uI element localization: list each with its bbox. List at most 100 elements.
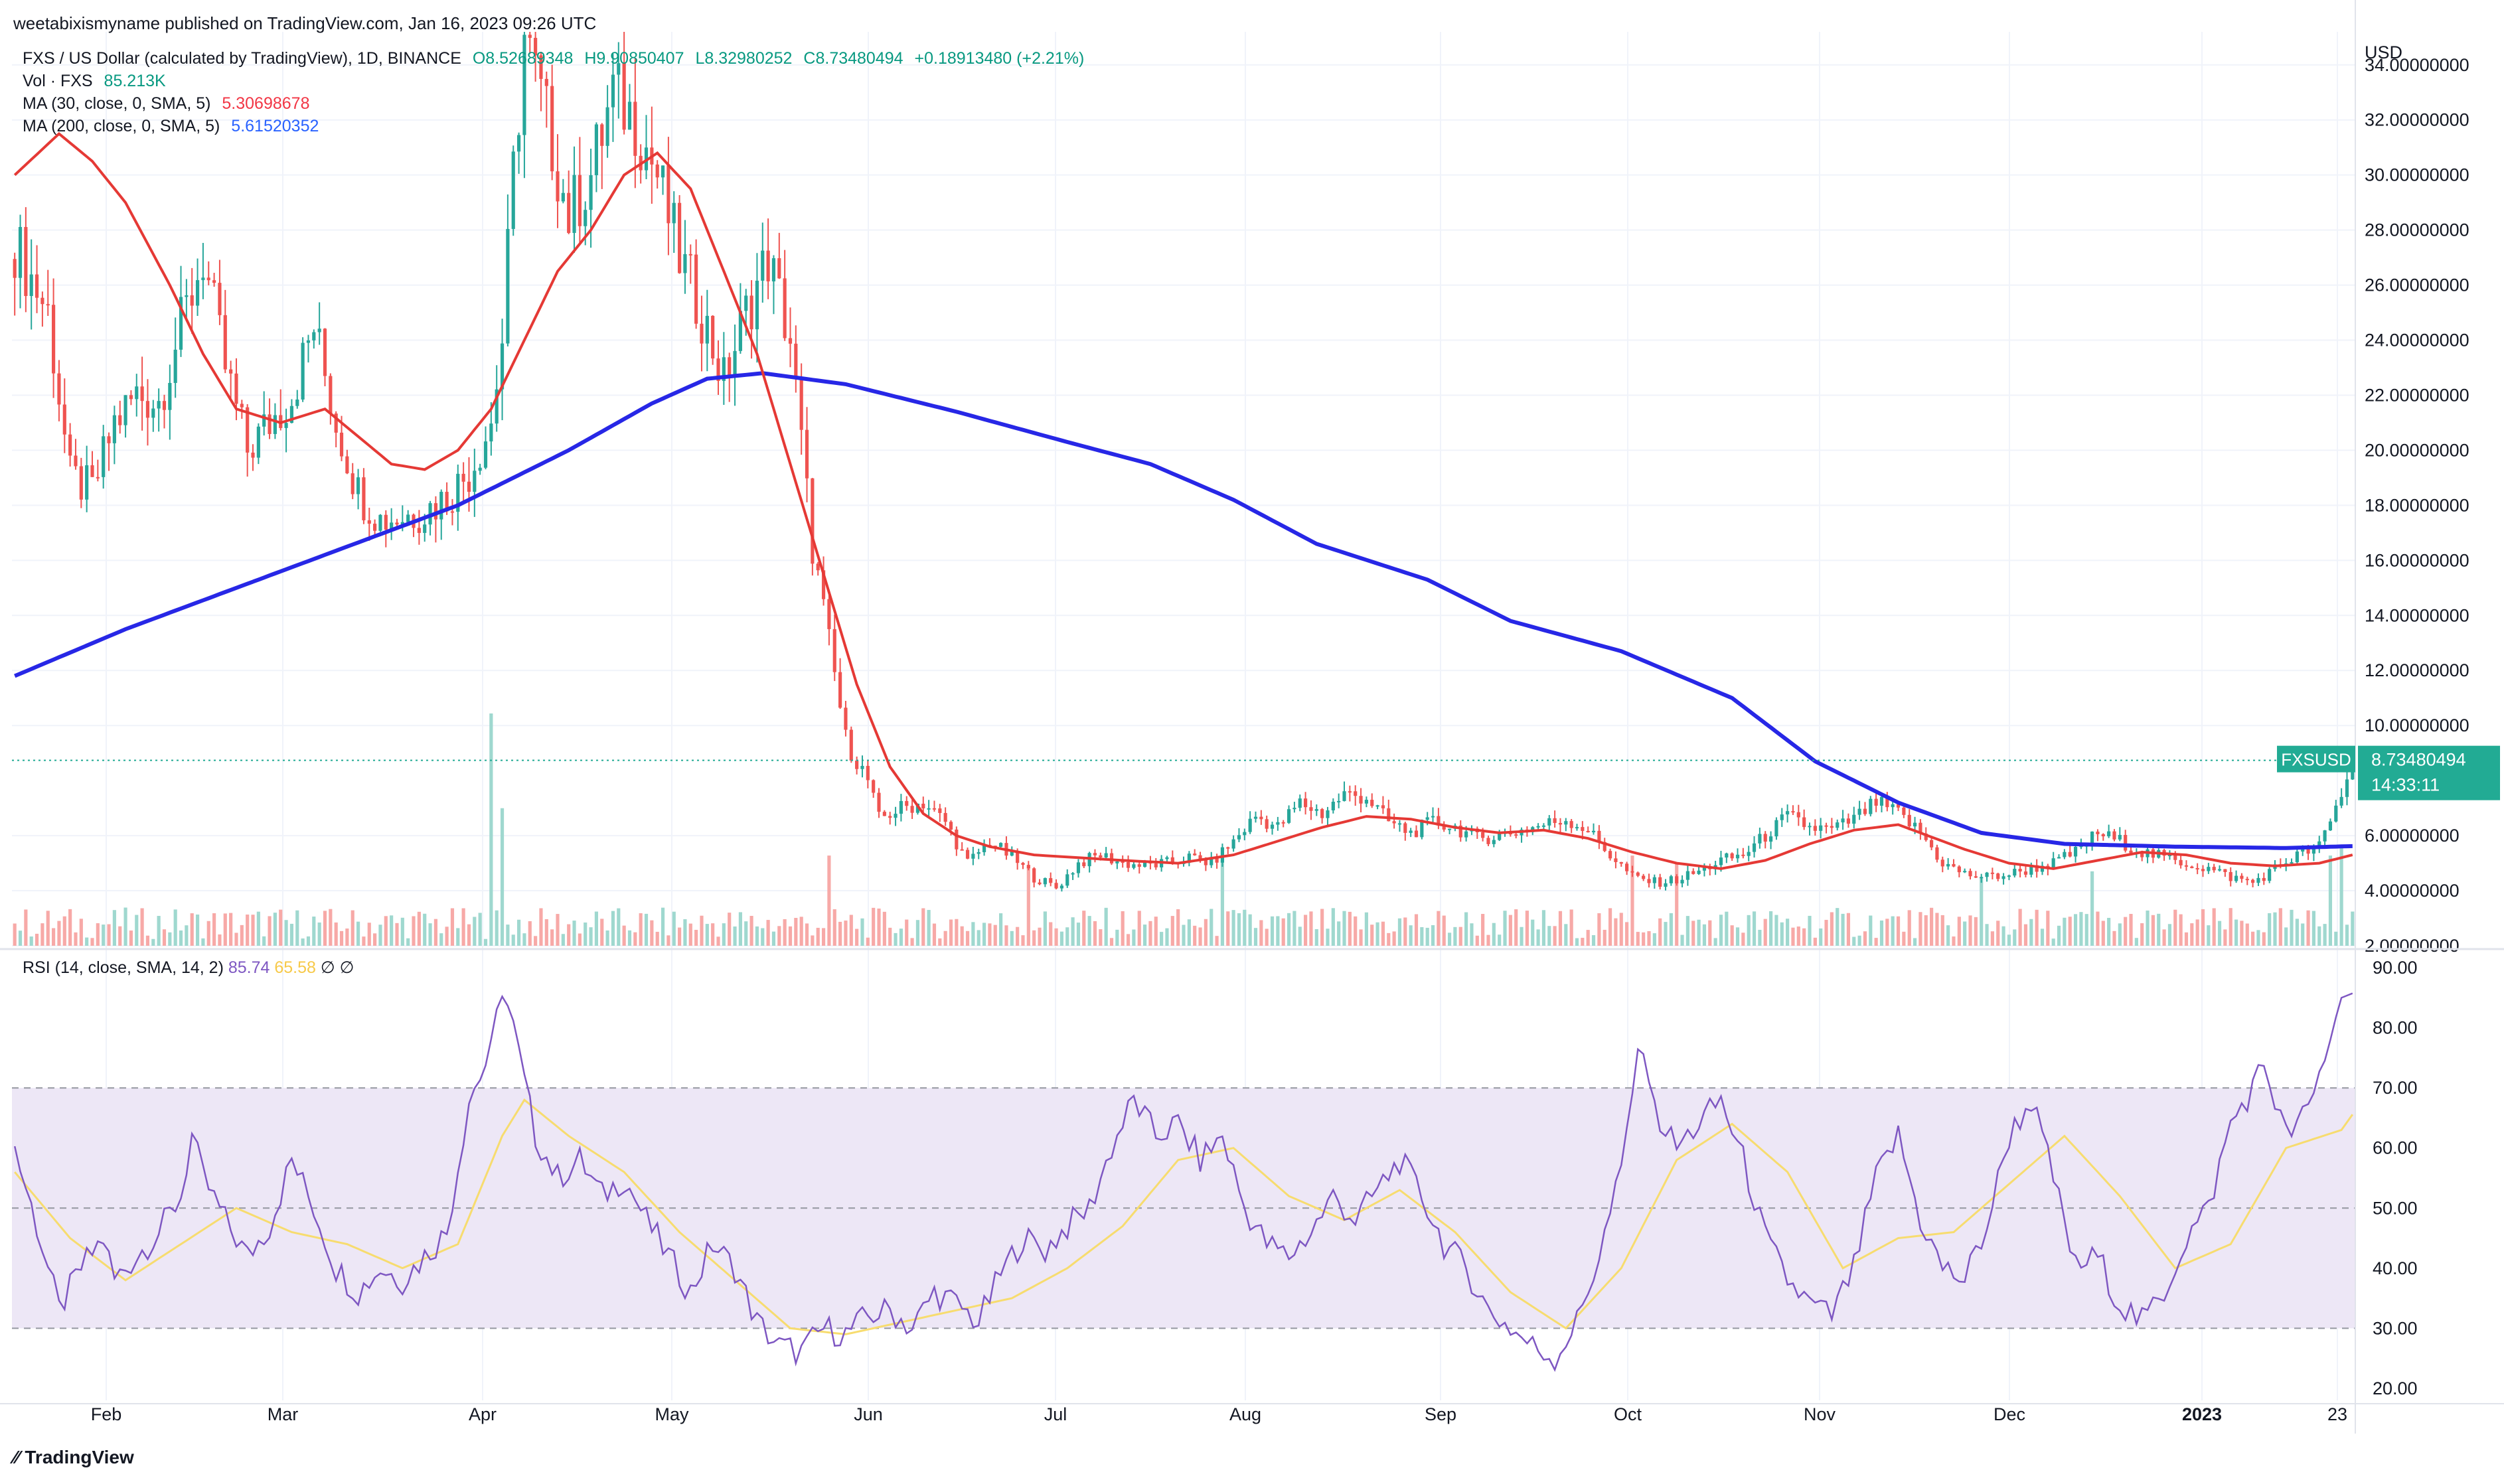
volume-bar — [334, 922, 338, 946]
candle-body — [550, 86, 554, 172]
volume-bar — [1370, 925, 1374, 946]
candle-body — [666, 165, 670, 224]
candle-body — [766, 250, 770, 281]
volume-bar — [2007, 934, 2011, 946]
volume-bar — [1148, 921, 1152, 946]
candle-body — [1137, 864, 1141, 867]
candle-body — [1026, 865, 1030, 869]
volume-bar — [1836, 908, 1839, 946]
volume-bar — [639, 913, 643, 946]
candle-body — [1836, 822, 1839, 828]
volume-bar — [1054, 928, 1058, 946]
candle-body — [2073, 846, 2078, 857]
volume-bar — [1597, 913, 1601, 946]
volume-bar — [218, 934, 222, 946]
volume-bar — [1397, 918, 1402, 946]
chart-legend: FXS / US Dollar (calculated by TradingVi… — [23, 48, 1084, 139]
volume-bar — [1093, 921, 1097, 946]
candle-body — [201, 277, 205, 281]
candle-body — [1685, 871, 1689, 880]
volume-bar — [2140, 923, 2144, 946]
candle-body — [1082, 862, 1086, 867]
volume-bar — [2351, 911, 2355, 946]
candle-body — [1930, 840, 1934, 848]
volume-bar — [943, 930, 947, 946]
candle-body — [102, 436, 106, 477]
volume-bar — [1652, 933, 1656, 946]
candle-body — [927, 808, 931, 810]
candle-body — [1879, 796, 1884, 806]
candle-body — [1309, 807, 1313, 811]
candle-body — [1974, 876, 1978, 878]
candle-body — [567, 192, 571, 233]
ma200-legend-row[interactable]: MA (200, close, 0, SMA, 5) 5.61520352 — [23, 116, 1084, 139]
time-tick-label: Jun — [854, 1404, 883, 1424]
volume-bar — [135, 915, 139, 946]
ma30-legend-row[interactable]: MA (30, close, 0, SMA, 5) 5.30698678 — [23, 94, 1084, 116]
rsi-tick-label: 80.00 — [2373, 1018, 2418, 1038]
candle-body — [1492, 840, 1496, 844]
volume-bar — [528, 921, 532, 946]
volume-bar — [367, 923, 371, 946]
candle-body — [877, 792, 881, 812]
candle-body — [1397, 823, 1402, 825]
candle-body — [1142, 861, 1147, 867]
candle-body — [2317, 841, 2321, 848]
volume-bar — [755, 926, 759, 946]
volume-legend-row[interactable]: Vol · FXS 85.213K — [23, 71, 1084, 94]
candle-body — [2140, 852, 2144, 857]
volume-bar — [251, 915, 255, 946]
candle-body — [1437, 816, 1441, 826]
volume-bar — [821, 928, 826, 946]
volume-bar — [102, 925, 106, 946]
candle-body — [1032, 868, 1036, 883]
volume-bar — [1564, 924, 1568, 946]
volume-bar — [1752, 911, 1757, 946]
candle-body — [771, 258, 776, 281]
volume-bar — [390, 915, 394, 946]
volume-bar — [1636, 932, 1640, 946]
volume-bar — [594, 911, 599, 946]
volume-bar — [1154, 917, 1158, 946]
tradingview-logo[interactable]: ⁄⁄ TradingView — [13, 1447, 134, 1468]
volume-bar — [2134, 938, 2138, 946]
volume-bar — [1309, 911, 1313, 946]
volume-bar — [289, 923, 294, 946]
volume-bar — [2129, 914, 2133, 946]
volume-bar — [1354, 916, 1358, 946]
symbol-legend-row[interactable]: FXS / US Dollar (calculated by TradingVi… — [23, 48, 1084, 71]
candle-body — [1104, 853, 1108, 857]
candle-body — [489, 423, 493, 442]
price-tick-label: 24.00000000 — [2365, 331, 2469, 350]
candle-body — [1071, 873, 1075, 875]
candle-body — [1021, 863, 1025, 865]
volume-bar — [68, 909, 72, 946]
symbol-title: FXS / US Dollar (calculated by TradingVi… — [23, 49, 461, 68]
candle-body — [915, 803, 920, 813]
volume-bar — [1193, 925, 1197, 946]
candle-body — [711, 315, 715, 359]
volume-bar — [129, 930, 133, 946]
candle-body — [461, 473, 465, 482]
volume-bar — [1619, 913, 1623, 946]
volume-label: Vol · FXS — [23, 72, 93, 90]
volume-bar — [1680, 934, 1684, 946]
candle-body — [1375, 805, 1379, 807]
candle-body — [1281, 822, 1285, 824]
volume-bars — [13, 713, 2355, 946]
candle-body — [179, 297, 183, 350]
candle-body — [1314, 809, 1318, 811]
rsi-legend-row[interactable]: RSI (14, close, SMA, 14, 2) 85.74 65.58 … — [23, 958, 354, 978]
volume-bar — [572, 921, 576, 946]
candle-body — [943, 812, 947, 822]
volume-bar — [783, 919, 787, 946]
candle-body — [1165, 857, 1169, 859]
candle-body — [52, 305, 56, 374]
volume-bar — [1675, 862, 1679, 946]
price-badge-value: 8.73480494 — [2371, 750, 2466, 770]
volume-bar — [1514, 909, 1518, 946]
candle-body — [445, 492, 449, 512]
candle-body — [478, 467, 482, 471]
candles[interactable] — [13, 32, 2355, 892]
